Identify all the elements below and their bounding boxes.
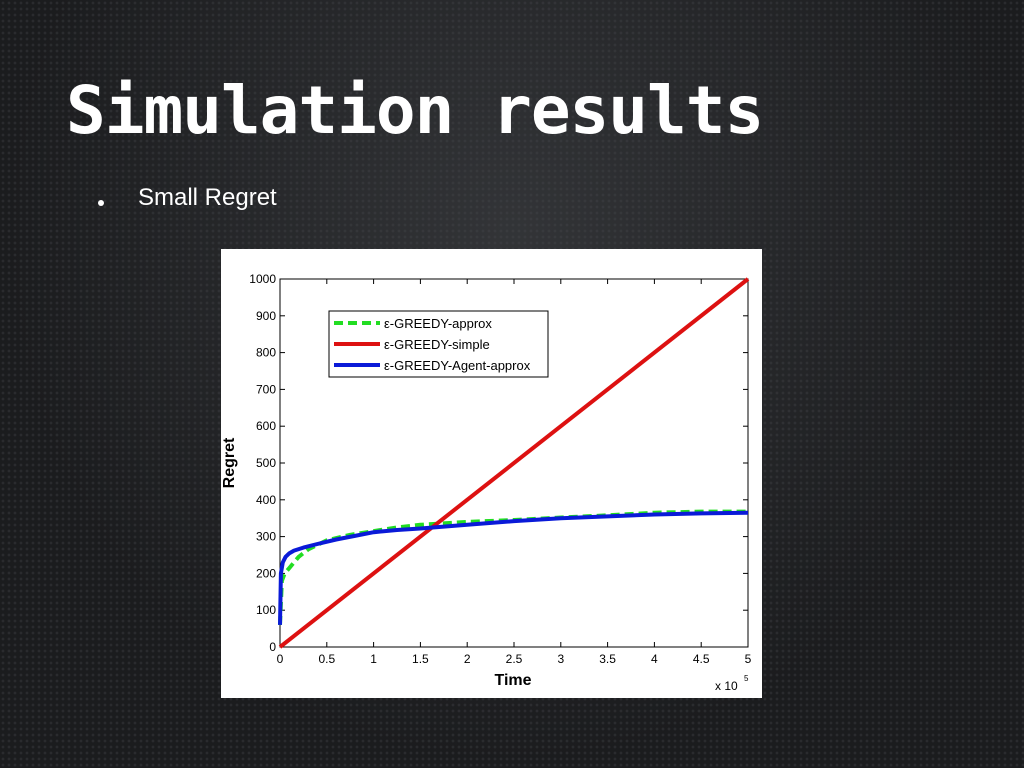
x-tick-label: 0 (277, 652, 284, 666)
series-line-0 (278, 509, 748, 625)
slide-title: Simulation results (66, 72, 764, 149)
regret-chart: 0 0.5 1 1.5 2 2.5 3 3.5 4 4.5 5 0 100 200 300 400 500 600… (221, 272, 752, 693)
y-axis-label: Regret (221, 437, 238, 488)
x-tick-label: 0.5 (318, 652, 335, 666)
x-tick-label: 1 (370, 652, 377, 666)
series-line-2 (278, 510, 749, 625)
bullet-dot (98, 200, 104, 206)
y-tick-label: 900 (256, 309, 276, 323)
y-tick-label: 600 (256, 419, 276, 433)
y-tick-label: 800 (256, 346, 276, 360)
x-tick-label: 1.5 (412, 652, 429, 666)
x-tick-label: 5 (745, 652, 752, 666)
y-tick-label: 0 (269, 640, 276, 654)
bullet-text: Small Regret (138, 184, 277, 211)
x-tick-label: 4 (651, 652, 658, 666)
chart-panel: 0 0.5 1 1.5 2 2.5 3 3.5 4 4.5 5 0 100 200 300 400 500 600… (221, 249, 762, 698)
legend-label-0: ε-GREEDY-approx (384, 316, 492, 331)
x-axis-label: Time (494, 672, 531, 689)
x-tick-label: 4.5 (693, 652, 710, 666)
y-tick-label: 100 (256, 603, 276, 617)
x-tick-label: 2 (464, 652, 471, 666)
y-tick-label: 700 (256, 382, 276, 396)
x-tick-label: 2.5 (506, 652, 523, 666)
x-tick-label: 3 (557, 652, 564, 666)
y-tick-label: 500 (256, 456, 276, 470)
x-tick-label: 3.5 (599, 652, 616, 666)
legend: ε-GREEDY-approx ε-GREEDY-simple ε-GREEDY-A… (328, 310, 549, 378)
x-multiplier: x 10 (715, 679, 738, 693)
y-tick-label: 200 (256, 566, 276, 580)
legend-label-2: ε-GREEDY-Agent-approx (384, 358, 531, 373)
y-tick-label: 400 (256, 493, 276, 507)
bullet-item: Small Regret (98, 184, 277, 212)
x-multiplier-exponent: 5 (744, 674, 749, 683)
legend-label-1: ε-GREEDY-simple (384, 337, 490, 352)
y-tick-label: 1000 (249, 272, 276, 286)
series-line-1 (278, 277, 750, 649)
y-tick-label: 300 (256, 530, 276, 544)
